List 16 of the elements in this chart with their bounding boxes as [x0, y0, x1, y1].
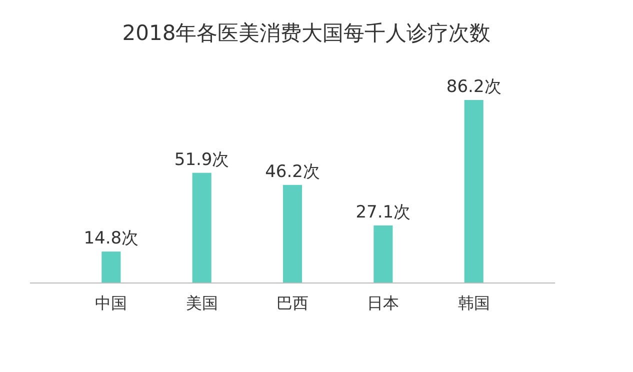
- bar: [102, 252, 121, 283]
- data-label: 46.2次: [265, 162, 320, 182]
- bar: [464, 100, 484, 283]
- data-label: 14.8次: [84, 228, 139, 249]
- x-tick-label: 美国: [186, 293, 218, 312]
- x-tick-label: 中国: [95, 293, 128, 312]
- chart-title: 2018年各医美消费大国每千人诊疗次数: [122, 21, 491, 45]
- bar: [192, 172, 212, 283]
- x-tick-label: 韩国: [458, 293, 490, 312]
- data-label: 27.1次: [356, 202, 411, 222]
- bar: [374, 225, 393, 283]
- x-tick-label: 日本: [367, 293, 400, 312]
- bar: [282, 184, 302, 283]
- data-label: 86.2次: [446, 77, 502, 97]
- x-tick-label: 巴西: [276, 293, 308, 312]
- data-label: 51.9次: [174, 150, 230, 170]
